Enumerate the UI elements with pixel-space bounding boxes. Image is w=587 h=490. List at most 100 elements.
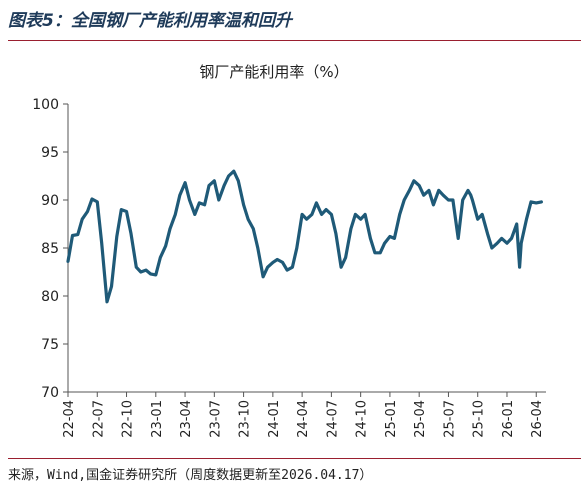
data-point [540, 200, 543, 204]
data-point [154, 273, 157, 277]
data-point [525, 218, 528, 221]
data-point [437, 189, 440, 192]
data-point [144, 268, 148, 272]
data-point [174, 213, 177, 216]
data-point [500, 237, 503, 240]
data-point [369, 237, 372, 240]
y-tick-label: 95 [41, 145, 59, 161]
data-point [359, 218, 362, 221]
data-point [90, 197, 94, 201]
data-point [349, 227, 353, 230]
data-point [300, 213, 304, 216]
data-point [388, 235, 392, 238]
data-point [115, 235, 119, 238]
data-point [129, 232, 133, 235]
data-point [324, 208, 328, 211]
data-point [125, 210, 128, 213]
data-point [412, 179, 416, 182]
figure-title: 图表5：全国钢厂产能利用率温和回升 [8, 11, 292, 31]
data-point [305, 218, 308, 221]
x-tick-label: 24-10 [355, 400, 370, 438]
data-point [515, 222, 518, 226]
title-rule [8, 40, 581, 41]
data-point [71, 234, 74, 237]
data-point [222, 184, 226, 187]
chart-title: 钢厂产能利用率（%） [199, 63, 348, 81]
data-point [486, 232, 489, 235]
data-point [339, 266, 343, 269]
data-point [164, 244, 167, 248]
data-point [529, 200, 533, 204]
series-line-0 [66, 169, 543, 304]
data-point [203, 203, 206, 206]
x-tick-label: 23-07 [208, 400, 223, 438]
x-axis: 22-04 22-07 22-10 23-01 23-04 23-07 23-10 24-01… [62, 391, 546, 438]
y-tick-label: 70 [41, 385, 59, 401]
x-tick-label: 24-01 [267, 400, 282, 438]
data-point [281, 261, 284, 264]
data-point [466, 189, 470, 192]
data-point [447, 198, 450, 202]
data-point [427, 189, 431, 192]
data-point [285, 268, 289, 272]
data-point [242, 203, 245, 206]
data-point [344, 256, 347, 259]
data-point [379, 251, 382, 254]
data-point [183, 181, 187, 184]
data-point [520, 242, 523, 245]
data-point [86, 210, 89, 213]
data-point [490, 246, 494, 250]
data-point [442, 194, 445, 197]
data-point [256, 246, 259, 250]
x-tick-label: 24-04 [296, 400, 311, 438]
source-rule [8, 458, 581, 459]
data-point [330, 213, 333, 216]
x-tick-label: 25-04 [413, 400, 428, 438]
data-point [518, 266, 521, 269]
x-tick-label: 25-07 [442, 400, 457, 438]
data-point [291, 266, 294, 269]
data-point [188, 198, 191, 202]
data-point [110, 285, 113, 288]
x-tick-label: 24-07 [325, 400, 340, 438]
data-point [100, 242, 103, 245]
data-point [373, 251, 377, 254]
data-point [120, 208, 123, 211]
data-point [139, 270, 142, 274]
data-point [393, 237, 396, 240]
y-tick-label: 100 [32, 97, 59, 113]
data-point [81, 218, 84, 221]
data-point [422, 194, 425, 197]
data-point [66, 260, 70, 263]
data-point [320, 213, 323, 216]
data-point [398, 213, 401, 216]
data-point [227, 174, 230, 178]
data-point [310, 213, 314, 216]
data-point [295, 246, 298, 250]
data-point [403, 198, 406, 202]
data-point [105, 300, 109, 303]
data-point [207, 184, 211, 187]
y-tick-label: 75 [41, 337, 59, 353]
data-point [96, 200, 99, 204]
data-point [252, 227, 255, 230]
data-point [266, 266, 269, 269]
data-point [476, 218, 479, 221]
x-tick-label: 25-10 [472, 400, 487, 438]
data-point [178, 194, 181, 197]
data-point [198, 201, 201, 205]
x-tick-label: 22-10 [121, 400, 136, 438]
data-point [168, 227, 172, 230]
data-point [510, 237, 513, 240]
data-point [135, 266, 138, 269]
data-point [149, 272, 152, 276]
data-point [457, 237, 460, 240]
data-point [193, 213, 196, 216]
x-tick-label: 23-04 [179, 400, 194, 438]
x-tick-label: 25-01 [384, 400, 399, 438]
x-tick-label: 23-10 [238, 400, 253, 438]
source-note: 来源，Wind,国金证券研究所（周度数据更新至2026.04.17） [8, 468, 373, 483]
y-tick-label: 80 [41, 289, 59, 305]
data-point [217, 198, 220, 202]
